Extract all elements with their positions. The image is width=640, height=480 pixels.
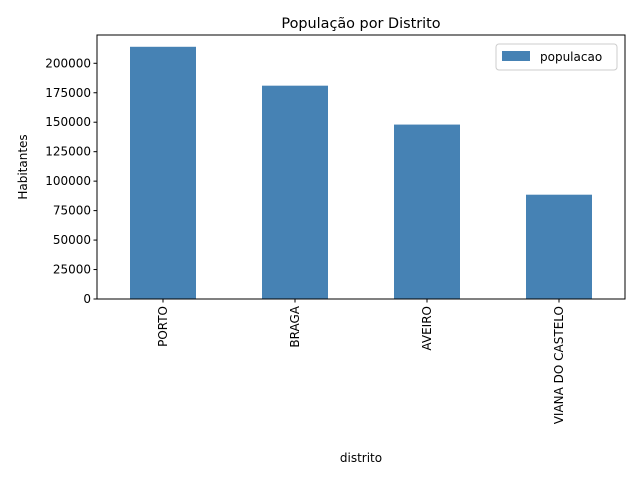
x-tick-label: VIANA DO CASTELO (552, 306, 566, 424)
y-tick-label: 125000 (45, 145, 91, 159)
legend-swatch (502, 51, 530, 61)
y-tick-label: 200000 (45, 56, 91, 70)
y-tick-label: 75000 (53, 204, 91, 218)
bar-braga (262, 85, 328, 299)
x-axis-label: distrito (340, 451, 382, 465)
y-axis: 0 25000 50000 75000 100000 125000 150000 175000… (45, 56, 97, 306)
legend-frame (495, 43, 618, 71)
y-tick-label: 175000 (45, 86, 91, 100)
bars-group (130, 46, 592, 300)
chart-title: População por Distrito (281, 16, 440, 32)
y-axis-label: Habitantes (16, 134, 30, 199)
y-tick-label: 25000 (53, 263, 91, 277)
legend-label: populacao (540, 50, 602, 64)
bar-viana-do-castelo (526, 194, 592, 299)
x-tick-label: AVEIRO (420, 306, 434, 351)
x-axis: PORTO BRAGA AVEIRO VIANA DO CASTELO (156, 299, 566, 424)
x-tick-label: PORTO (156, 306, 170, 347)
x-tick-label: BRAGA (288, 305, 302, 347)
plot-frame (96, 34, 626, 300)
legend: populacao (495, 43, 618, 71)
y-tick-label: 100000 (45, 174, 91, 188)
bar-aveiro (394, 124, 460, 299)
y-tick-label: 0 (83, 292, 91, 306)
y-tick-label: 150000 (45, 115, 91, 129)
bar-porto (130, 46, 196, 300)
y-tick-label: 50000 (53, 233, 91, 247)
